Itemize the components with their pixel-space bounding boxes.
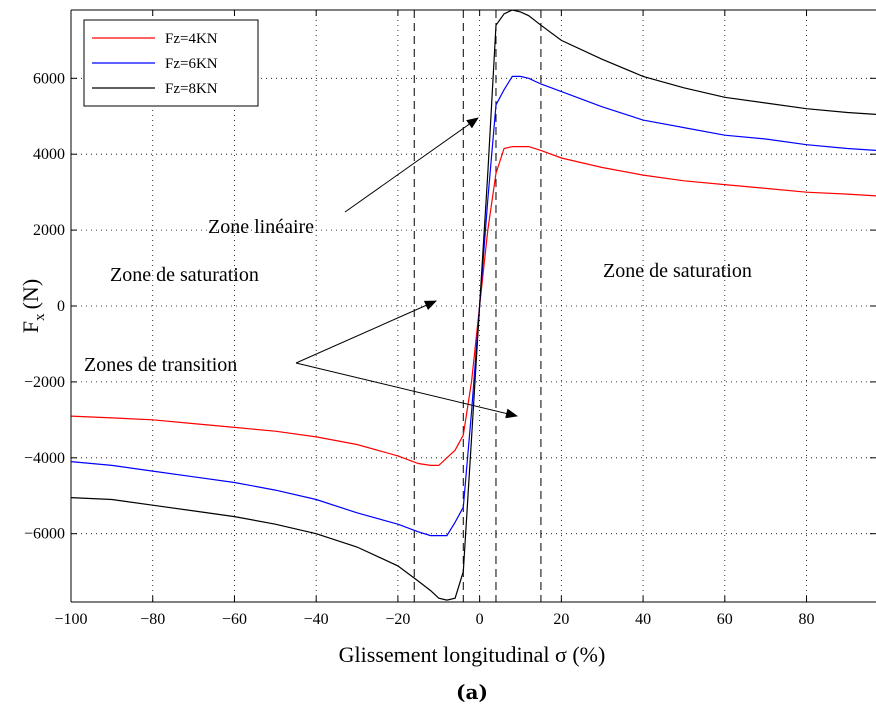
legend-label-fz8: Fz=8KN — [165, 81, 218, 97]
annotations: Zone linéaire Zone de saturation Zone de… — [84, 117, 752, 419]
legend-label-fz4: Fz=4KN — [165, 31, 218, 47]
y-tick-label-2: −2000 — [24, 374, 65, 391]
y-axis-label-main: F — [18, 321, 43, 333]
x-tick-label-2: −60 — [222, 611, 247, 628]
series-group — [71, 10, 876, 601]
y-tick-label-5: 4000 — [33, 146, 65, 163]
arrow-zone-lineaire — [344, 117, 479, 213]
x-tick-label-8: 60 — [717, 611, 733, 628]
axes — [70, 9, 876, 603]
x-tick-label-5: 0 — [476, 611, 484, 628]
y-tick-label-4: 2000 — [33, 222, 65, 239]
series-line-2 — [71, 10, 876, 601]
x-tick-label-7: 40 — [635, 611, 651, 628]
x-tick-label-3: −40 — [304, 611, 329, 628]
annotation-zone-saturation-right: Zone de saturation — [603, 260, 752, 282]
svg-text:Fx(N): Fx (N) — [18, 279, 48, 333]
annotation-zone-lineaire: Zone linéaire — [208, 216, 314, 238]
tick-labels: −100 −80 −60 −40 −20 0 20 40 60 80 −6000 −4000 −2000… — [24, 70, 815, 628]
x-axis-label: Glissement longitudinal σ (%) — [339, 642, 606, 667]
x-tick-label-4: −20 — [385, 611, 410, 628]
annotation-zones-transition: Zones de transition — [84, 354, 237, 376]
annotation-zone-saturation-left: Zone de saturation — [110, 264, 259, 286]
x-tick-label-6: 20 — [553, 611, 569, 628]
x-tick-label-0: −100 — [54, 611, 87, 628]
arrow-transition-right — [295, 362, 518, 419]
x-tick-label-9: 80 — [799, 611, 815, 628]
y-tick-label-3: 0 — [57, 298, 65, 315]
y-axis-label-sub: x — [32, 313, 48, 321]
legend-label-fz6: Fz=6KN — [165, 56, 218, 72]
y-axis-label-unit: (N) — [18, 279, 43, 310]
figure-caption: (a) — [456, 680, 488, 704]
y-axis-label: Fx (N) — [18, 279, 48, 333]
legend: Fz=4KN Fz=6KN Fz=8KN — [83, 19, 259, 107]
y-tick-label-1: −4000 — [24, 450, 65, 467]
arrow-transition-left — [295, 300, 437, 364]
y-tick-label-0: −6000 — [24, 526, 65, 543]
x-tick-label-1: −80 — [140, 611, 165, 628]
y-tick-label-6: 6000 — [33, 70, 65, 87]
